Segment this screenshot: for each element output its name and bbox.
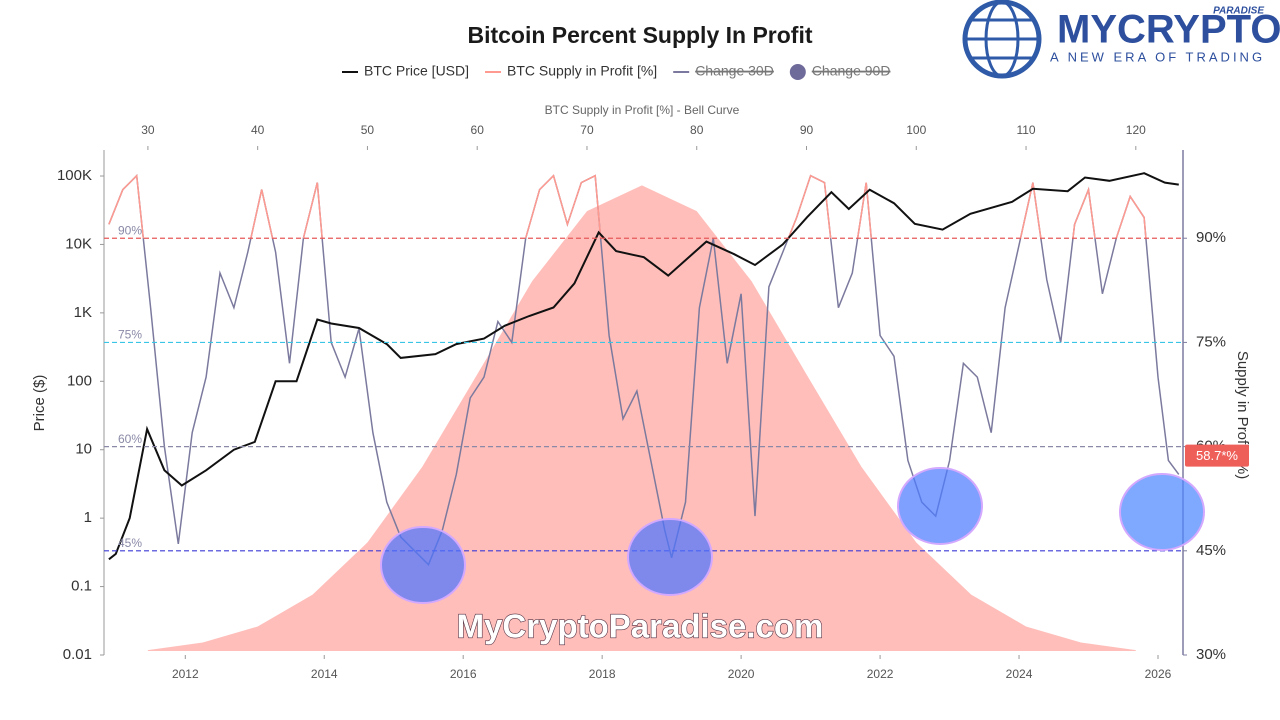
current-label: 58.7*% (1196, 448, 1238, 463)
x2-tick-label: 110 (1016, 123, 1035, 137)
current-badge (1185, 444, 1249, 467)
highlights: MyCryptoParadise.com (380, 467, 1205, 645)
x2-tick-label: 70 (580, 123, 594, 137)
x-tick-label: 2018 (589, 667, 616, 681)
y2-tick-label: 45% (1196, 542, 1226, 559)
logo-name: MYCRYPTO (1057, 8, 1280, 52)
plot-area: 2012 2014 2016 2018 2020 2022 2024 2026 30 40 50 60… (57, 63, 1249, 681)
highlight-circle (1119, 473, 1205, 551)
line-series (108, 174, 1180, 567)
x2-tick-label: 40 (251, 123, 265, 137)
y-tick-label: 10 (75, 441, 92, 458)
x2-tick-label: 80 (690, 123, 704, 137)
highlight-circle (627, 518, 713, 596)
legend-label: Change 30D (695, 63, 774, 79)
reference-label: 75% (118, 328, 142, 342)
x-tick-label: 2012 (172, 667, 199, 681)
y-tick-label: 1K (74, 304, 92, 321)
legend-swatch (789, 64, 806, 80)
x2-tick-label: 90 (800, 123, 814, 137)
legend-label: BTC Price [USD] (364, 63, 469, 79)
legend-label: BTC Supply in Profit [%] (507, 63, 657, 79)
x2-tick-label: 30 (141, 123, 155, 137)
x-tick-label: 2020 (728, 667, 755, 681)
y2-tick-label: 30% (1196, 646, 1226, 663)
y-axis-title: Price ($) (31, 375, 48, 432)
x2-tick-label: 60 (471, 123, 485, 137)
y-tick-label: 1 (84, 509, 92, 526)
reference-label: 60% (118, 432, 142, 446)
logo-slogan: A NEW ERA OF TRADING (1050, 49, 1265, 64)
y-tick-label: 100 (67, 372, 92, 389)
y2-tick-label: 90% (1196, 229, 1226, 246)
y2-tick-label: 75% (1196, 333, 1226, 350)
chart-title: Bitcoin Percent Supply In Profit (467, 22, 812, 48)
x-tick-label: 2024 (1006, 667, 1033, 681)
x2-tick-label: 120 (1126, 123, 1146, 137)
x-tick-label: 2014 (311, 667, 338, 681)
top-axis-title: BTC Supply in Profit [%] - Bell Curve (545, 103, 740, 117)
reference-label: 90% (118, 223, 142, 237)
x2-tick-label: 50 (361, 123, 375, 137)
highlight-circle (380, 526, 466, 604)
x-tick-label: 2026 (1145, 667, 1172, 681)
legend-label: Change 90D (812, 63, 891, 79)
x-tick-label: 2022 (867, 667, 894, 681)
highlight-circle (897, 467, 983, 545)
reference-label: 45% (118, 536, 142, 550)
x2-tick-label: 100 (906, 123, 926, 137)
line-series (108, 172, 1179, 561)
y-tick-label: 0.1 (71, 578, 92, 595)
logo: MYCRYPTO PARADISE A NEW ERA OF TRADING (962, 0, 1280, 79)
x-tick-label: 2016 (450, 667, 477, 681)
y-tick-label: 10K (65, 235, 92, 252)
logo-tag: PARADISE (1213, 6, 1264, 17)
y-tick-label: 0.01 (63, 646, 92, 663)
watermark: MyCryptoParadise.com (457, 608, 824, 645)
y-tick-label: 100K (57, 167, 92, 184)
